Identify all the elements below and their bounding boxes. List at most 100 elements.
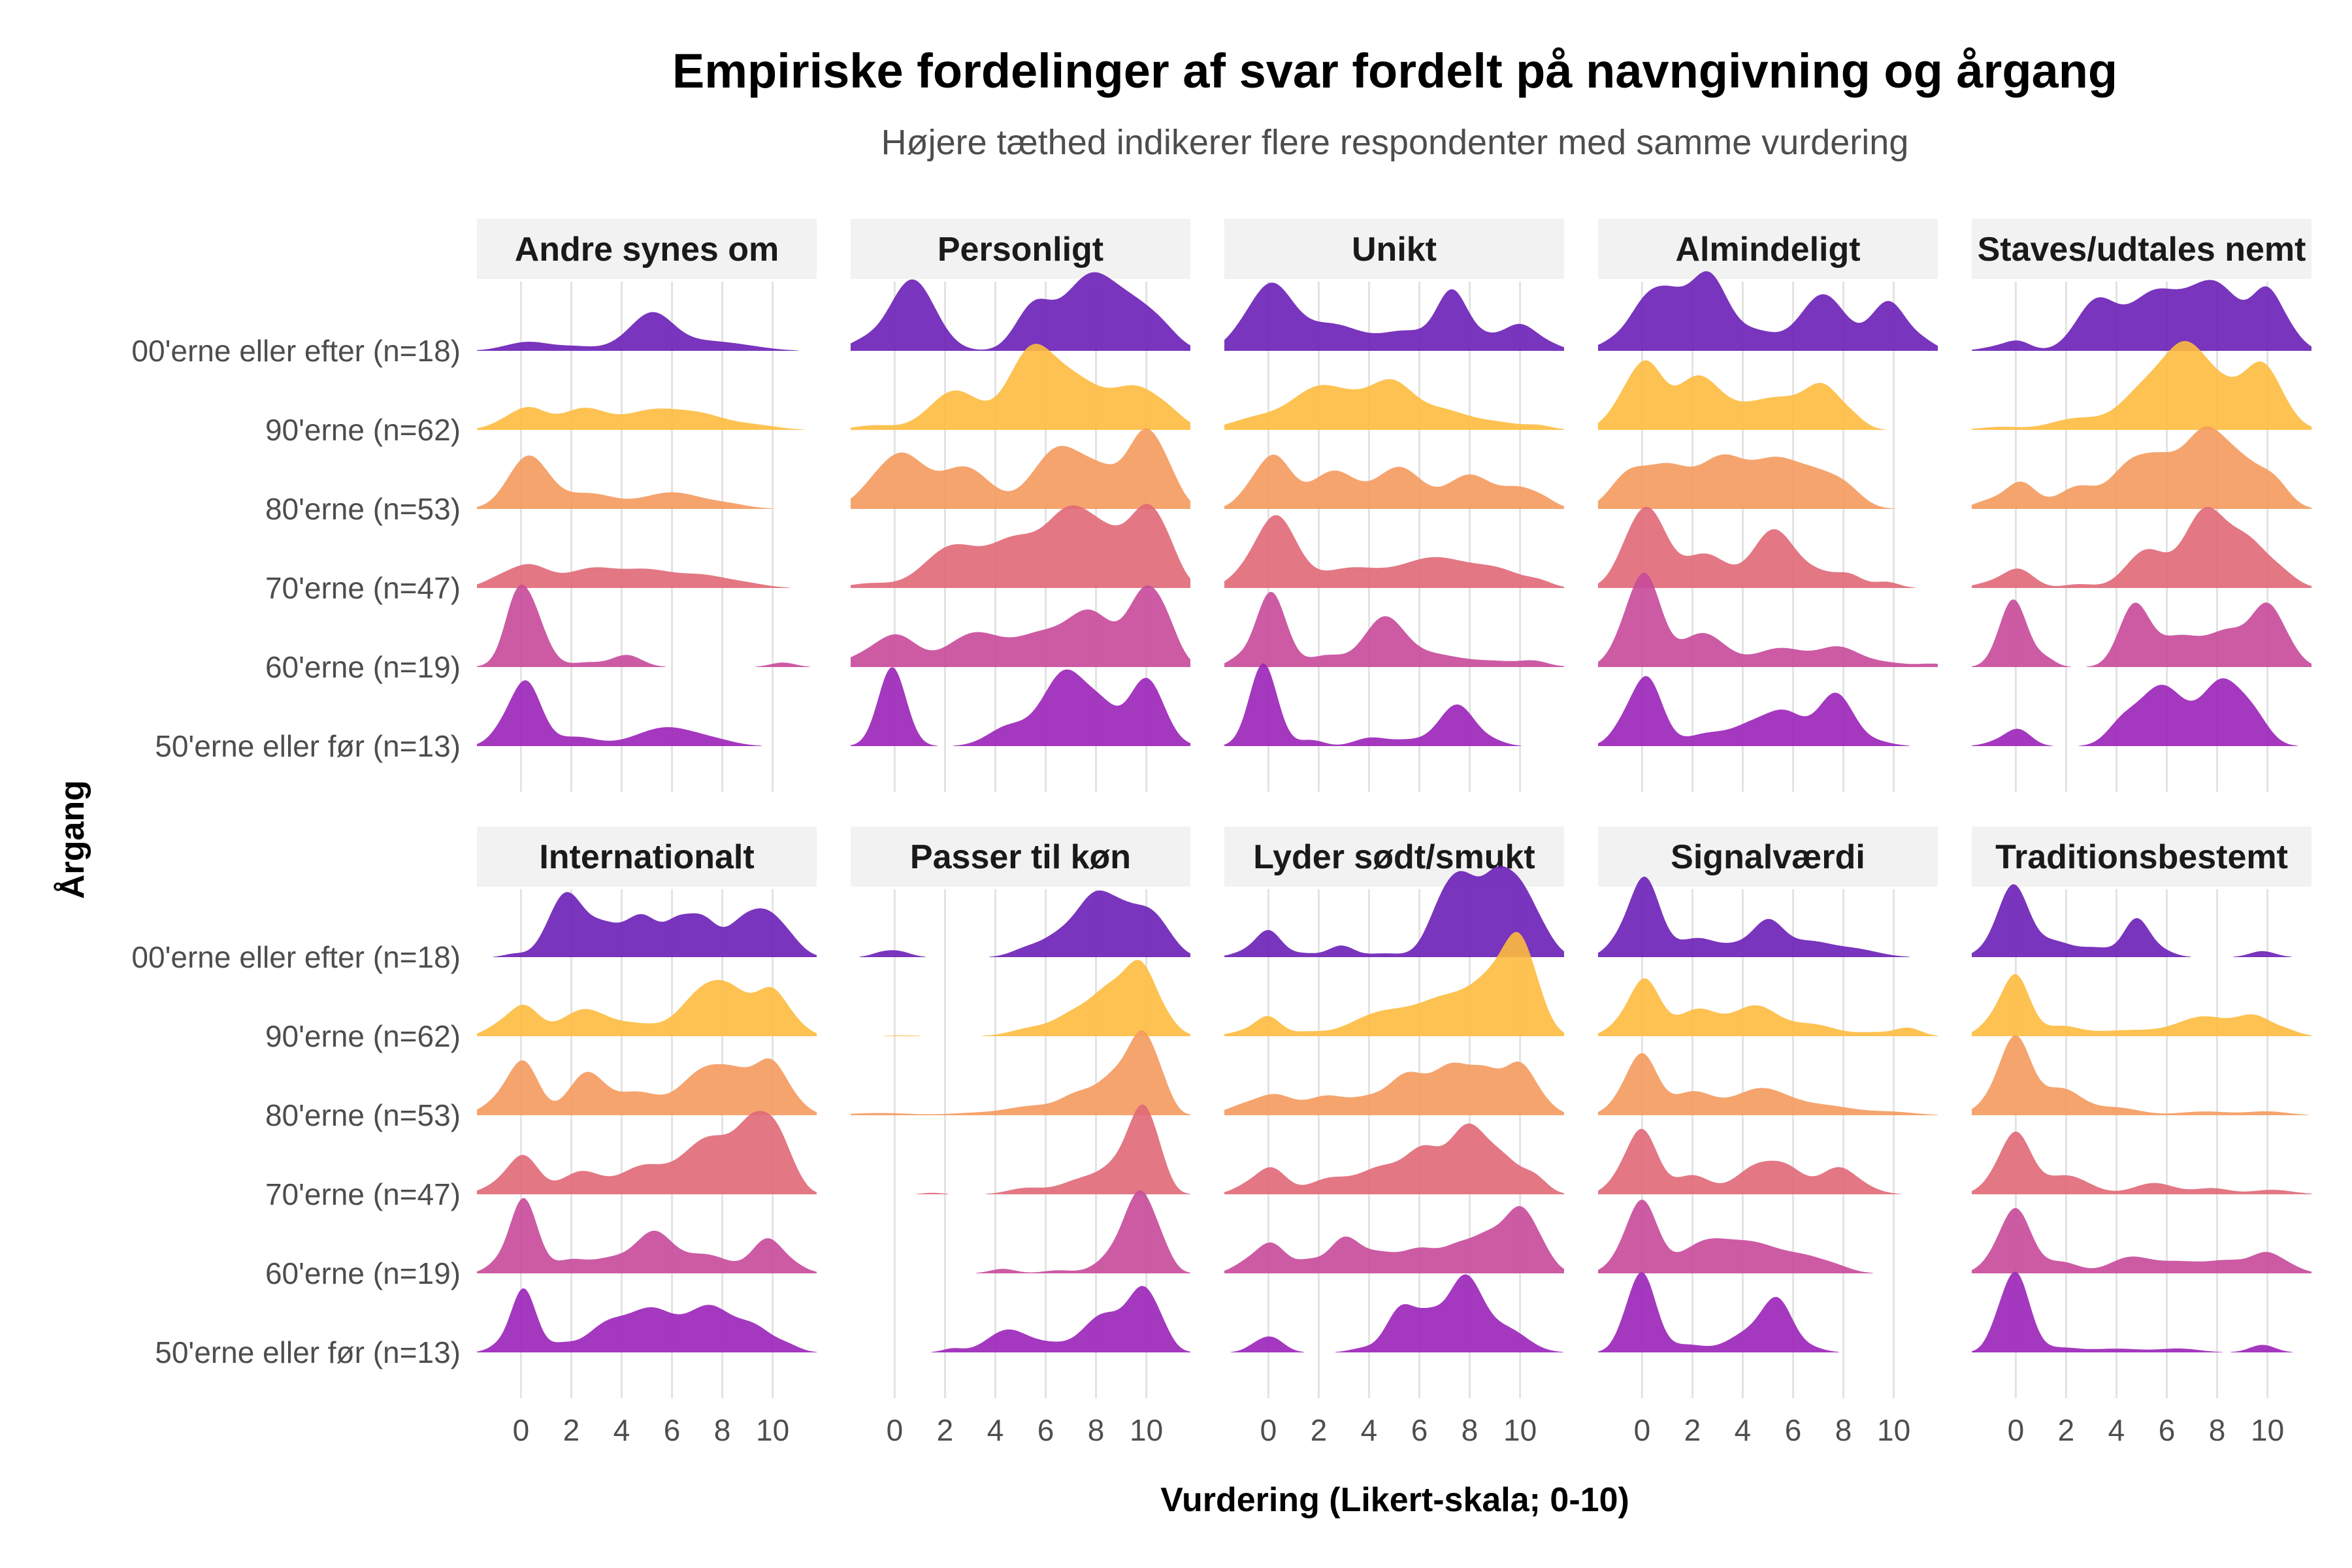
density-ridge — [1224, 1061, 1564, 1115]
density-ridge — [851, 1030, 1190, 1115]
density-ridge — [851, 428, 1190, 509]
facet-strip-label: Almindeligt — [1675, 231, 1860, 269]
density-ridge — [1972, 506, 2311, 588]
density-ridge — [1972, 280, 2311, 351]
x-tick-label: 2 — [937, 1413, 954, 1447]
density-ridge — [477, 585, 817, 667]
row-label: 50'erne eller før (n=13) — [155, 729, 461, 763]
row-label: 90'erne (n=62) — [265, 413, 461, 447]
panel: Traditionsbestemt 0 2 4 6 8 10 — [1972, 826, 2311, 1447]
row-label: 90'erne (n=62) — [265, 1019, 461, 1053]
density-ridge — [1598, 676, 1938, 746]
density-ridge — [1972, 599, 2311, 667]
facet-strip — [1972, 826, 2311, 887]
facet-strip-label: Passer til køn — [910, 838, 1131, 876]
density-ridge — [1598, 978, 1938, 1036]
density-ridge — [477, 892, 817, 957]
facet-strip-label: Staves/udtales nemt — [1978, 231, 2306, 269]
x-tick-label: 2 — [563, 1413, 580, 1447]
density-ridge — [1598, 876, 1938, 957]
density-ridge — [477, 312, 817, 351]
density-ridge — [477, 406, 817, 430]
density-ridge — [851, 344, 1190, 430]
x-tick-label: 4 — [613, 1413, 630, 1447]
row-label: 60'erne (n=19) — [265, 1256, 461, 1290]
density-ridge — [851, 960, 1190, 1036]
density-ridge — [1598, 506, 1938, 588]
x-tick-label: 6 — [1037, 1413, 1054, 1447]
row-label: 00'erne eller efter (n=18) — [131, 940, 461, 974]
facet-strip-label: Personligt — [938, 231, 1103, 269]
row-label: 50'erne eller før (n=13) — [155, 1335, 461, 1369]
density-ridge — [1598, 1128, 1938, 1194]
density-ridge — [1598, 1200, 1938, 1273]
density-ridge — [851, 667, 1190, 746]
density-ridge — [477, 455, 817, 509]
density-ridge — [1598, 360, 1938, 430]
density-ridge — [1598, 1053, 1938, 1115]
x-tick-label: 8 — [1088, 1413, 1105, 1447]
chart-subtitle: Højere tæthed indikerer flere respondent… — [881, 123, 1909, 162]
facet-strip-label: Lyder sødt/smukt — [1253, 838, 1535, 876]
density-ridge — [1972, 426, 2311, 509]
x-tick-label: 0 — [887, 1413, 904, 1447]
x-tick-label: 0 — [2008, 1413, 2025, 1447]
density-ridge — [851, 890, 1190, 957]
facet-strip — [477, 826, 817, 887]
row-labels: 00'erne eller efter (n=18) 90'erne (n=62)… — [131, 334, 461, 1369]
facet-panels: Andre synes om Personligt Unikt Almindeligt… — [477, 219, 2311, 1447]
facet-strip — [851, 826, 1190, 887]
density-ridge — [1598, 1272, 1938, 1352]
x-tick-label: 8 — [1835, 1413, 1852, 1447]
facet-strip — [1598, 826, 1938, 887]
facet-strip-label: Traditionsbestemt — [1995, 838, 2288, 876]
density-ridge — [851, 1104, 1190, 1194]
x-tick-label: 0 — [1260, 1413, 1277, 1447]
density-ridge — [477, 1198, 817, 1273]
panel: Almindeligt — [1598, 219, 1938, 792]
x-tick-label: 6 — [664, 1413, 681, 1447]
density-ridge — [1972, 1035, 2311, 1115]
density-ridge — [1224, 591, 1564, 667]
density-ridge — [1972, 1208, 2311, 1273]
density-ridge — [851, 1286, 1190, 1352]
panel: Personligt — [851, 219, 1190, 792]
density-ridge — [851, 272, 1190, 351]
facet-strip-label: Unikt — [1352, 231, 1437, 269]
x-tick-label: 2 — [1311, 1413, 1328, 1447]
density-ridge — [477, 1111, 817, 1194]
density-ridge — [1598, 572, 1938, 667]
facet-strip-label: Signalværdi — [1671, 838, 1865, 876]
facet-strip — [1598, 219, 1938, 279]
x-tick-label: 10 — [1503, 1413, 1537, 1447]
density-ridge — [1224, 932, 1564, 1036]
facet-strip — [1224, 219, 1564, 279]
density-ridge — [1224, 1206, 1564, 1273]
x-tick-label: 10 — [2251, 1413, 2284, 1447]
row-label: 60'erne (n=19) — [265, 650, 461, 684]
density-ridge — [1224, 663, 1564, 746]
density-ridge — [1598, 271, 1938, 351]
row-label: 00'erne eller efter (n=18) — [131, 334, 461, 368]
panel: Signalværdi 0 2 4 6 8 10 — [1598, 826, 1938, 1447]
row-label: 80'erne (n=53) — [265, 492, 461, 526]
density-ridge — [1972, 678, 2311, 746]
x-tick-label: 8 — [714, 1413, 731, 1447]
density-ridge — [477, 680, 817, 746]
x-tick-label: 10 — [1877, 1413, 1910, 1447]
x-tick-label: 6 — [1411, 1413, 1428, 1447]
facet-strip-label: Internationalt — [539, 838, 754, 876]
row-label: 70'erne (n=47) — [265, 1177, 461, 1211]
density-ridge — [1224, 866, 1564, 957]
density-ridge — [1972, 341, 2311, 430]
facet-strip — [1972, 219, 2311, 279]
panel: Passer til køn 0 2 4 6 8 10 — [851, 826, 1190, 1447]
x-tick-label: 10 — [1130, 1413, 1163, 1447]
x-tick-label: 10 — [756, 1413, 789, 1447]
density-ridge — [851, 585, 1190, 667]
density-ridge — [1972, 974, 2311, 1036]
density-ridge — [851, 1190, 1190, 1273]
density-ridge — [1224, 1123, 1564, 1194]
density-ridge — [477, 1288, 817, 1352]
